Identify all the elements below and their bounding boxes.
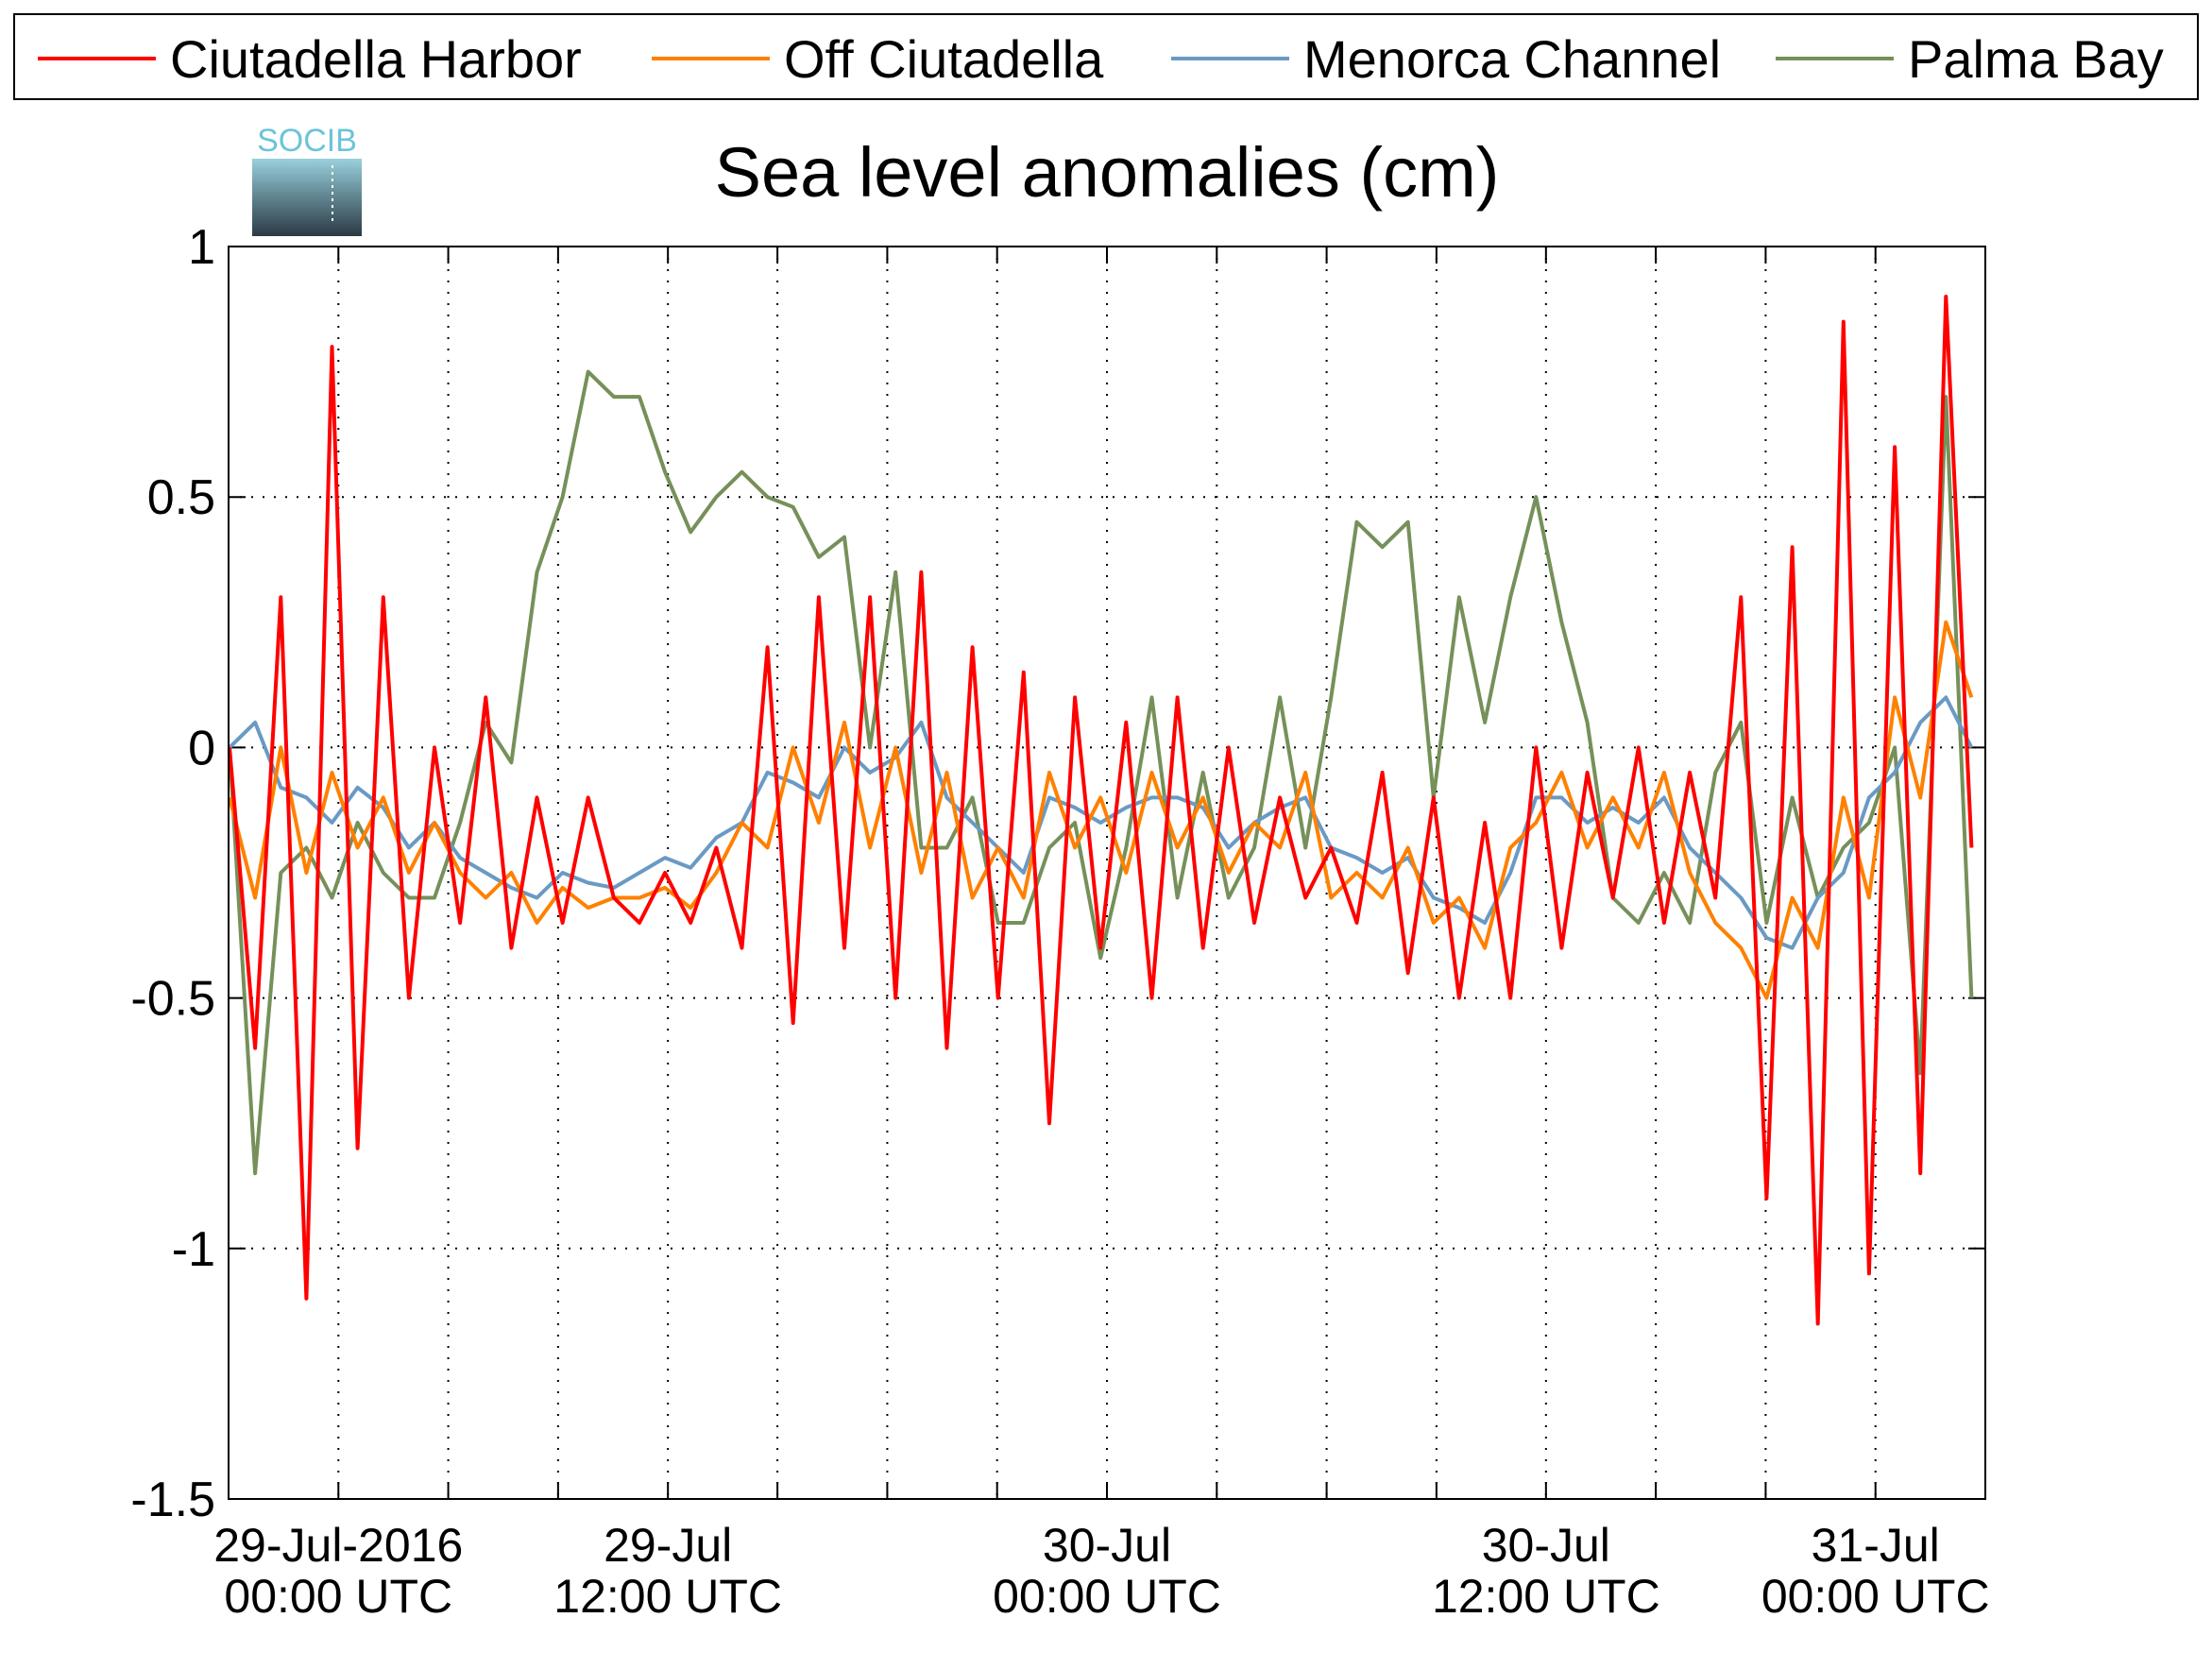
logo-graphic xyxy=(252,159,362,236)
chart-title: Sea level anomalies (cm) xyxy=(715,133,1500,212)
legend-label: Off Ciutadella xyxy=(784,29,1104,89)
legend-label: Palma Bay xyxy=(1908,29,2164,89)
series-line xyxy=(229,369,1974,1176)
logo: SOCIB xyxy=(252,123,362,236)
x-tick-label: 29-Jul-2016 00:00 UTC xyxy=(213,1519,464,1623)
y-tick-label: 1 xyxy=(188,220,215,275)
x-tick-label: 30-Jul 12:00 UTC xyxy=(1431,1519,1660,1623)
legend-label: Ciutadella Harbor xyxy=(170,29,582,89)
x-tick-label: 30-Jul 00:00 UTC xyxy=(993,1519,1221,1623)
logo-text: SOCIB xyxy=(257,123,357,159)
x-tick-label: 31-Jul 00:00 UTC xyxy=(1761,1519,1990,1623)
y-tick-label: 0.5 xyxy=(147,470,215,525)
series-line xyxy=(229,295,1974,1326)
y-tick-label: -1 xyxy=(172,1222,215,1277)
y-tick-label: -0.5 xyxy=(130,972,215,1027)
y-tick-label: 0 xyxy=(188,721,215,775)
x-tick-label: 29-Jul 12:00 UTC xyxy=(553,1519,783,1623)
plot-frame xyxy=(228,246,1986,1500)
y-tick-label: -1.5 xyxy=(130,1473,215,1527)
legend-label: Menorca Channel xyxy=(1303,29,1721,89)
